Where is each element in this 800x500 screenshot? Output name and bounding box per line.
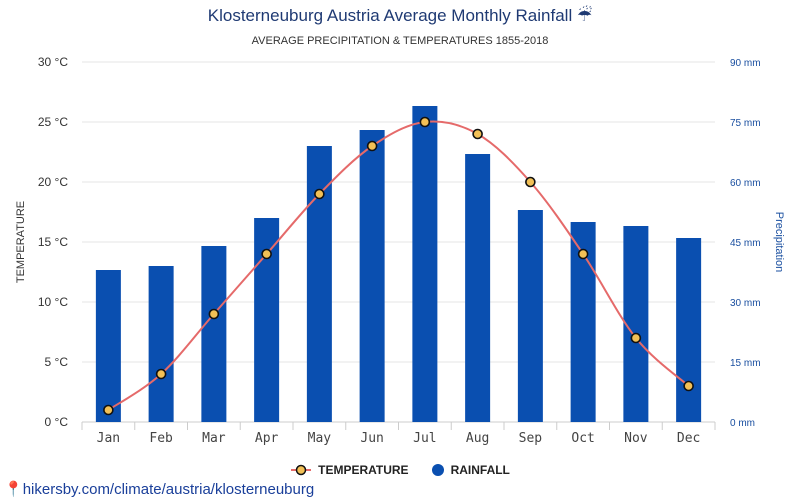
temperature-point [525, 176, 536, 188]
left-tick-label: 20 °C [38, 175, 68, 189]
rainfall-bar [254, 218, 280, 422]
chart-subtitle: AVERAGE PRECIPITATION & TEMPERATURES 185… [251, 35, 549, 47]
left-tick-label: 25 °C [38, 115, 68, 129]
left-tick-label: 30 °C [38, 55, 68, 69]
source-link[interactable]: 📍hikersby.com/climate/austria/klosterneu… [4, 480, 314, 498]
right-tick-label: 45 mm [730, 238, 761, 249]
temperature-point [419, 116, 431, 128]
month-label: Apr [255, 431, 279, 446]
month-label: Jul [413, 431, 436, 446]
right-tick-label: 30 mm [730, 298, 761, 309]
rainfall-bar [465, 154, 491, 422]
temperature-legend-icon [291, 464, 312, 476]
chart-title: Klosterneuburg Austria Average Monthly R… [0, 6, 800, 26]
rainfall-bar [148, 266, 174, 422]
month-label: Feb [149, 431, 173, 446]
left-tick-label: 10 °C [38, 295, 68, 309]
right-tick-label: 90 mm [730, 58, 761, 69]
month-label: May [308, 431, 332, 446]
month-label: Jun [360, 431, 383, 446]
right-tick-label: 60 mm [730, 178, 761, 189]
temperature-point [261, 248, 272, 260]
right-axis-title: Precipitation [773, 212, 785, 273]
legend-item-rainfall[interactable]: RAINFALL [431, 463, 510, 477]
rainfall-bar [412, 106, 438, 422]
month-label: Jan [97, 431, 120, 446]
right-tick-label: 0 mm [730, 418, 755, 429]
left-tick-label: 0 °C [45, 415, 69, 429]
month-label: Sep [519, 431, 543, 446]
month-label: Aug [466, 431, 489, 446]
legend-item-temperature[interactable]: TEMPERATURE [290, 463, 409, 477]
chart-title-text: Klosterneuburg Austria Average Monthly R… [207, 6, 573, 25]
legend-label-rainfall: RAINFALL [450, 463, 510, 477]
right-tick-label: 75 mm [730, 118, 761, 129]
rainfall-bar [95, 270, 121, 422]
left-axis-title: TEMPERATURE [15, 201, 27, 283]
temperature-point [630, 332, 642, 344]
month-label: Nov [624, 431, 648, 446]
left-tick-label: 15 °C [38, 235, 68, 249]
temperature-point [366, 140, 378, 152]
chart-legend: TEMPERATURE RAINFALL [0, 463, 800, 477]
temperature-point [208, 308, 220, 320]
temperature-line [107, 120, 690, 411]
rainfall-legend-icon [431, 464, 444, 476]
umbrella-icon: ☔ [576, 6, 593, 25]
rainfall-bar [359, 130, 385, 422]
temperature-point [577, 248, 589, 260]
legend-label-temperature: TEMPERATURE [318, 463, 409, 477]
temperature-point [314, 188, 325, 200]
source-url: hikersby.com/climate/austria/klosterneub… [22, 481, 315, 498]
rainfall-bar [517, 210, 543, 422]
rainfall-bar [306, 146, 332, 422]
rainfall-bar [201, 246, 227, 422]
rainfall-bar [623, 226, 649, 422]
month-label: Oct [571, 431, 594, 446]
month-label: Mar [202, 431, 226, 446]
month-label: Dec [677, 431, 700, 446]
location-pin-icon: 📍 [4, 481, 23, 498]
temperature-point [683, 380, 694, 392]
temperature-point [103, 404, 114, 416]
left-tick-label: 5 °C [45, 355, 69, 369]
temperature-point [155, 368, 167, 380]
right-tick-label: 15 mm [730, 358, 761, 369]
rainfall-bar [676, 238, 702, 422]
temperature-point [472, 128, 483, 140]
